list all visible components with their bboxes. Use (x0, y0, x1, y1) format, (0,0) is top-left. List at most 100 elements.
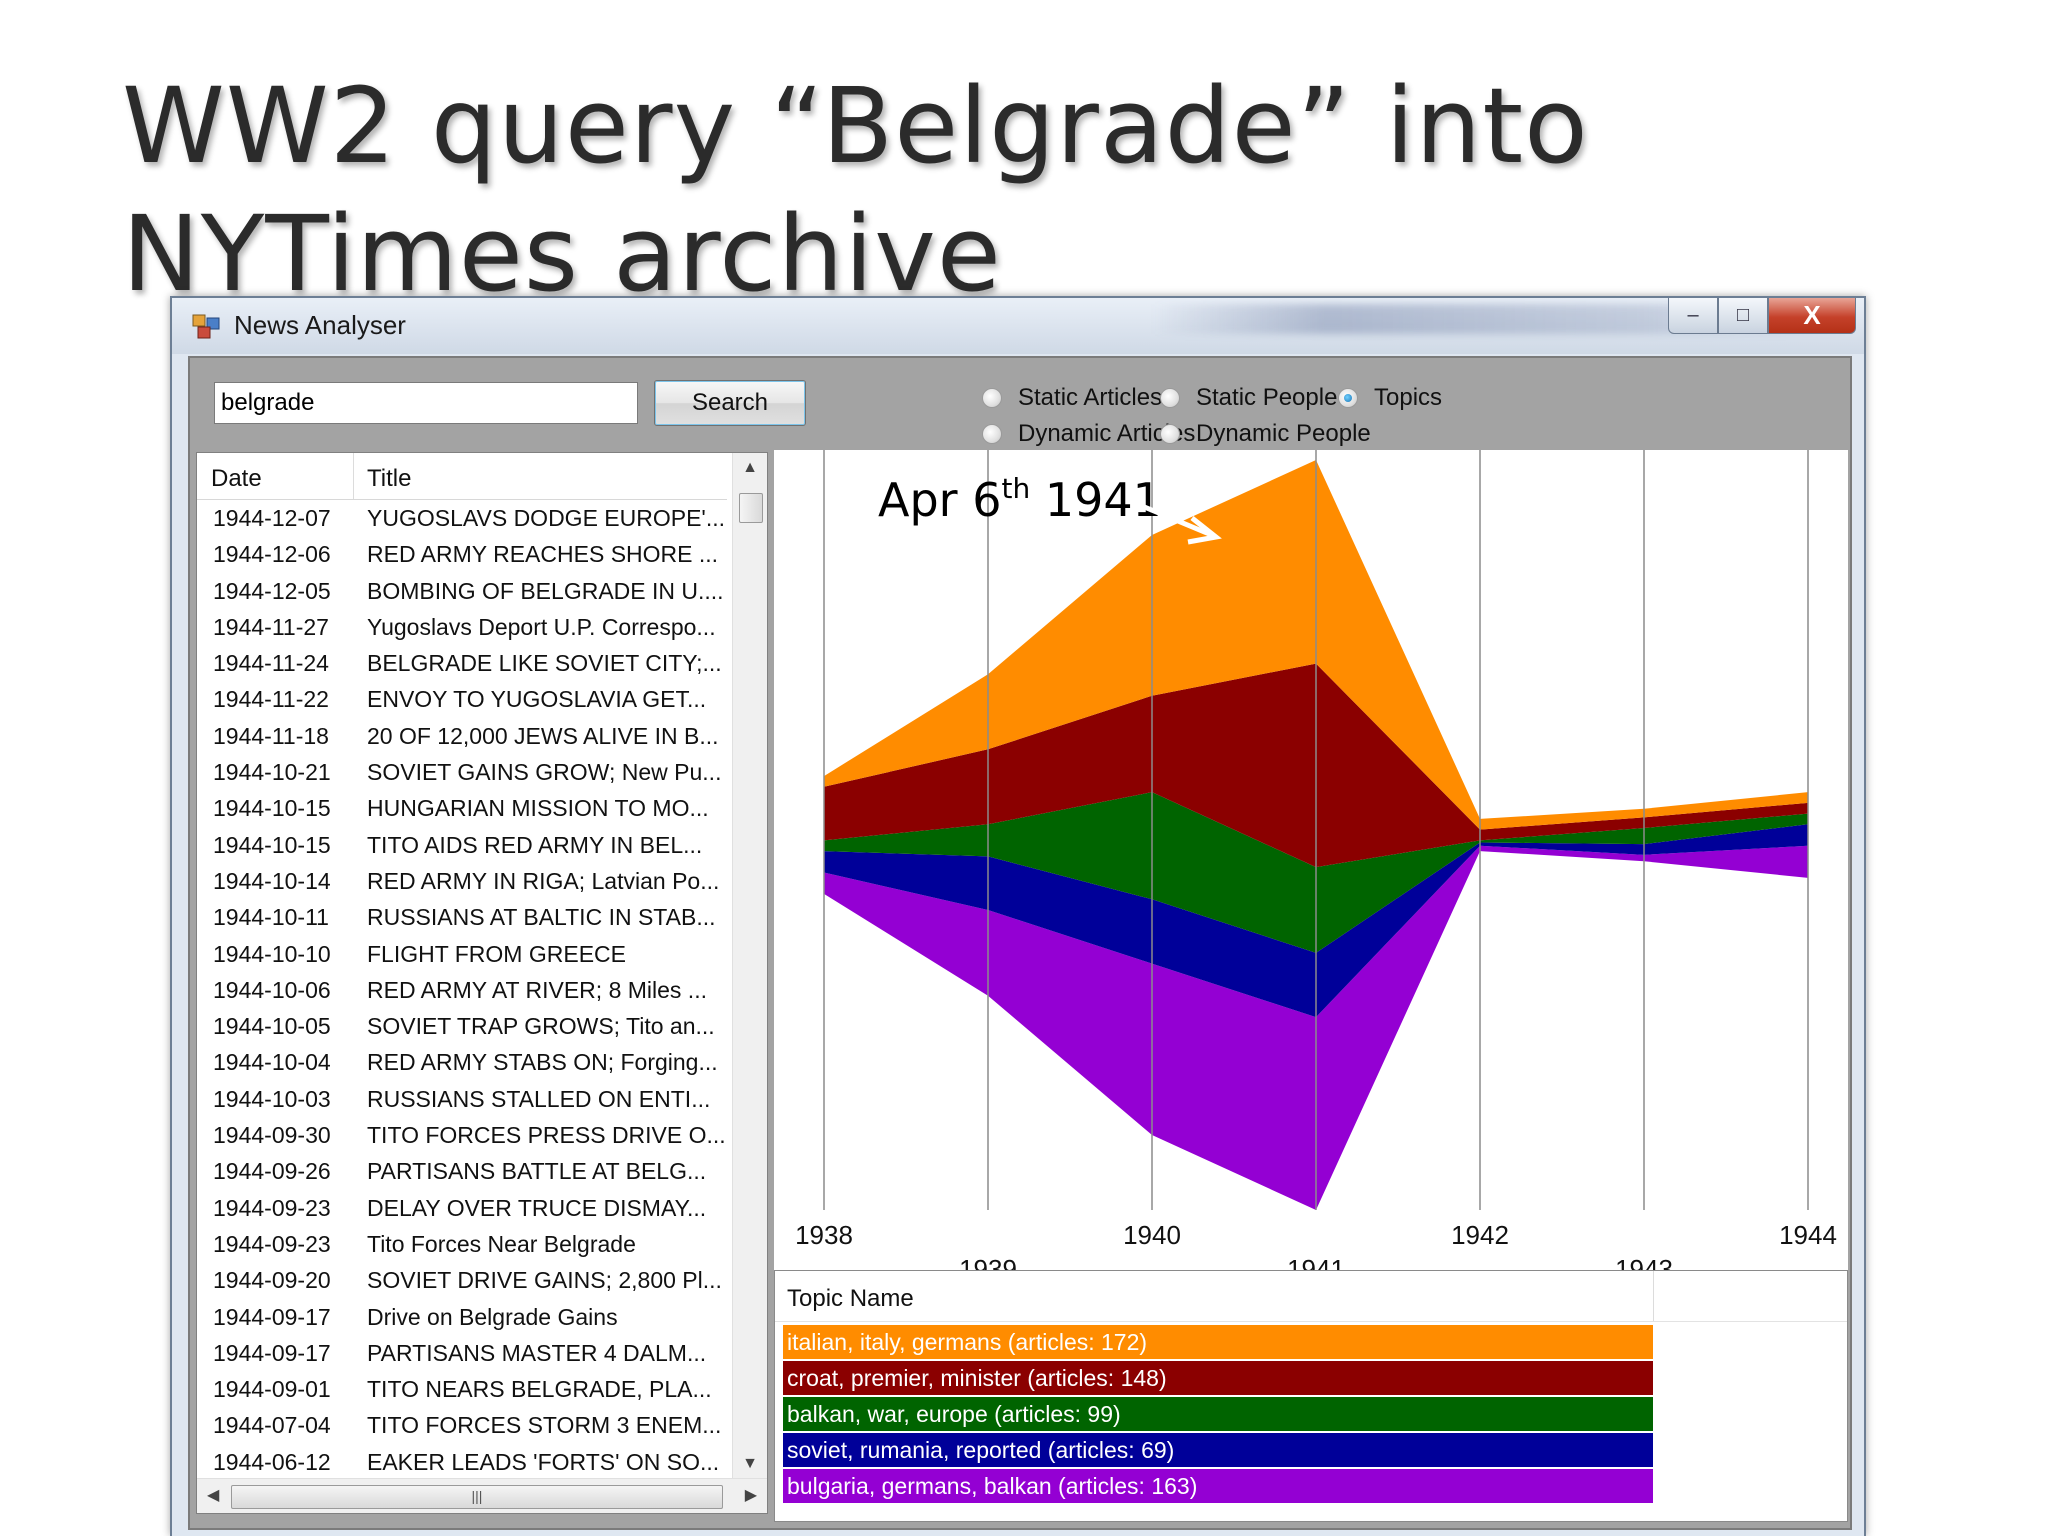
column-separator[interactable] (353, 453, 354, 499)
table-row[interactable]: 1944-09-26 PARTISANS BATTLE AT BELG... (197, 1152, 727, 1188)
radio-static-people[interactable]: Static People (1160, 384, 1337, 412)
row-title: FLIGHT FROM GREECE (367, 940, 626, 967)
row-date: 1944-10-03 (213, 1085, 331, 1112)
table-row[interactable]: 1944-10-05 SOVIET TRAP GROWS; Tito an... (197, 1007, 727, 1043)
row-title: TITO NEARS BELGRADE, PLA... (367, 1376, 712, 1403)
row-date: 1944-10-15 (213, 795, 331, 822)
scroll-down-icon[interactable]: ▼ (742, 1455, 758, 1472)
table-row[interactable]: 1944-12-07 YUGOSLAVS DODGE EUROPE'... (197, 499, 727, 535)
table-row[interactable]: 1944-12-06 RED ARMY REACHES SHORE ... (197, 535, 727, 571)
row-date: 1944-12-07 (213, 505, 331, 531)
row-date: 1944-09-26 (213, 1158, 331, 1185)
table-row[interactable]: 1944-11-27 Yugoslavs Deport U.P. Correspo… (197, 608, 727, 644)
topic-row[interactable]: croat, premier, minister (articles: 148) (783, 1361, 1653, 1395)
search-button[interactable]: Search (654, 380, 806, 426)
row-title: PARTISANS BATTLE AT BELG... (367, 1158, 707, 1185)
table-row[interactable]: 1944-11-18 20 OF 12,000 JEWS ALIVE IN B..… (197, 717, 727, 753)
radio-dynamic-articles-icon (982, 424, 1002, 444)
table-row[interactable]: 1944-09-20 SOVIET DRIVE GAINS; 2,800 Pl..… (197, 1261, 727, 1297)
column-header-topic-name[interactable]: Topic Name (787, 1285, 914, 1312)
x-tick-label: 1942 (1451, 1220, 1509, 1250)
scroll-left-icon[interactable]: ◀ (207, 1487, 220, 1504)
table-row[interactable]: 1944-09-30 TITO FORCES PRESS DRIVE O... (197, 1116, 727, 1152)
annotation-arrow-head (1187, 516, 1222, 545)
table-row[interactable]: 1944-07-04 TITO FORCES STORM 3 ENEM... (197, 1406, 727, 1442)
row-date: 1944-10-04 (213, 1049, 331, 1076)
radio-static-articles[interactable]: Static Articles (982, 384, 1162, 412)
row-date: 1944-07-04 (213, 1412, 331, 1439)
title-bar[interactable]: News Analyser – □ X (172, 298, 1864, 354)
table-row[interactable]: 1944-10-15 HUNGARIAN MISSION TO MO... (197, 789, 727, 825)
row-date: 1944-11-18 (213, 722, 329, 749)
table-row[interactable]: 1944-09-17 PARTISANS MASTER 4 DALM... (197, 1334, 727, 1370)
app-window: News Analyser – □ X Search Static Articl… (170, 296, 1866, 1536)
table-row[interactable]: 1944-06-12 EAKER LEADS 'FORTS' ON SO... (197, 1443, 727, 1479)
slide-title-line-2: NYTimes archive (122, 193, 1002, 315)
radio-dynamic-people[interactable]: Dynamic People (1160, 420, 1371, 448)
row-date: 1944-09-23 (213, 1230, 331, 1257)
row-date: 1944-10-14 (213, 867, 331, 894)
table-row[interactable]: 1944-10-06 RED ARMY AT RIVER; 8 Miles ... (197, 971, 727, 1007)
topic-row[interactable]: balkan, war, europe (articles: 99) (783, 1397, 1653, 1431)
close-button[interactable]: X (1768, 298, 1856, 334)
row-date: 1944-10-05 (213, 1013, 331, 1040)
article-list: Date Title 1944-12-07 YUGOSLAVS DODGE EUR… (196, 452, 768, 1514)
vertical-scroll-thumb[interactable] (739, 493, 763, 523)
horizontal-scrollbar[interactable]: ◀ ||| ▶ (197, 1478, 767, 1513)
row-title: SOVIET DRIVE GAINS; 2,800 Pl... (367, 1267, 722, 1294)
vertical-scrollbar[interactable]: ▲ ▼ (732, 453, 767, 1479)
row-title: Drive on Belgrade Gains (367, 1303, 618, 1330)
table-row[interactable]: 1944-10-15 TITO AIDS RED ARMY IN BEL... (197, 826, 727, 862)
minimize-button[interactable]: – (1668, 298, 1718, 334)
row-title: SOVIET TRAP GROWS; Tito an... (367, 1013, 715, 1040)
topic-row[interactable]: bulgaria, germans, balkan (articles: 163… (783, 1469, 1653, 1503)
column-header-title[interactable]: Title (367, 465, 412, 492)
row-date: 1944-10-06 (213, 976, 331, 1003)
table-row[interactable]: 1944-12-05 BOMBING OF BELGRADE IN U.... (197, 572, 727, 608)
row-title: YUGOSLAVS DODGE EUROPE'... (367, 505, 725, 531)
table-row[interactable]: 1944-09-23 DELAY OVER TRUCE DISMAY... (197, 1189, 727, 1225)
client-area: Search Static Articles Static People Top… (188, 356, 1852, 1530)
row-title: RED ARMY AT RIVER; 8 Miles ... (367, 976, 707, 1003)
annotation-superscript: th (1001, 472, 1030, 505)
radio-topics[interactable]: Topics (1338, 384, 1442, 412)
radio-topics-icon (1338, 388, 1358, 408)
article-rows: 1944-12-07 YUGOSLAVS DODGE EUROPE'... 1944… (197, 499, 727, 1479)
app-icon (192, 314, 220, 339)
horizontal-scroll-thumb[interactable]: ||| (231, 1485, 723, 1509)
table-row[interactable]: 1944-09-23 Tito Forces Near Belgrade (197, 1225, 727, 1261)
search-input[interactable] (214, 382, 638, 424)
scroll-up-icon[interactable]: ▲ (742, 459, 758, 476)
table-row[interactable]: 1944-10-04 RED ARMY STABS ON; Forging... (197, 1043, 727, 1079)
radio-static-articles-icon (982, 388, 1002, 408)
window-controls: – □ X (1668, 298, 1856, 338)
radio-dynamic-people-icon (1160, 424, 1180, 444)
row-title: SOVIET GAINS GROW; New Pu... (367, 759, 722, 786)
table-row[interactable]: 1944-11-22 ENVOY TO YUGOSLAVIA GET... (197, 680, 727, 716)
row-date: 1944-10-21 (213, 759, 331, 786)
radio-static-articles-label: Static Articles (1018, 384, 1163, 411)
table-row[interactable]: 1944-10-10 FLIGHT FROM GREECE (197, 935, 727, 971)
row-date: 1944-09-17 (213, 1303, 331, 1330)
topic-list-header: Topic Name (775, 1271, 1847, 1322)
row-date: 1944-09-17 (213, 1339, 331, 1366)
row-date: 1944-09-30 (213, 1122, 331, 1149)
window-title: News Analyser (234, 310, 406, 340)
row-title: Yugoslavs Deport U.P. Correspo... (367, 613, 716, 640)
table-row[interactable]: 1944-10-11 RUSSIANS AT BALTIC IN STAB... (197, 898, 727, 934)
column-header-date[interactable]: Date (211, 465, 262, 492)
maximize-button[interactable]: □ (1718, 298, 1768, 334)
table-row[interactable]: 1944-09-01 TITO NEARS BELGRADE, PLA... (197, 1370, 727, 1406)
x-tick-label: 1938 (795, 1220, 853, 1250)
topic-row[interactable]: italian, italy, germans (articles: 172) (783, 1325, 1653, 1359)
table-row[interactable]: 1944-10-14 RED ARMY IN RIGA; Latvian Po..… (197, 862, 727, 898)
table-row[interactable]: 1944-11-24 BELGRADE LIKE SOVIET CITY;... (197, 644, 727, 680)
table-row[interactable]: 1944-10-21 SOVIET GAINS GROW; New Pu... (197, 753, 727, 789)
row-title: RED ARMY IN RIGA; Latvian Po... (367, 867, 720, 894)
scroll-right-icon[interactable]: ▶ (744, 1487, 757, 1504)
topic-row[interactable]: soviet, rumania, reported (articles: 69) (783, 1433, 1653, 1467)
table-row[interactable]: 1944-10-03 RUSSIANS STALLED ON ENTI... (197, 1080, 727, 1116)
table-row[interactable]: 1944-09-17 Drive on Belgrade Gains (197, 1298, 727, 1334)
article-list-header: Date Title (197, 453, 727, 500)
topic-column-separator[interactable] (1653, 1271, 1654, 1321)
